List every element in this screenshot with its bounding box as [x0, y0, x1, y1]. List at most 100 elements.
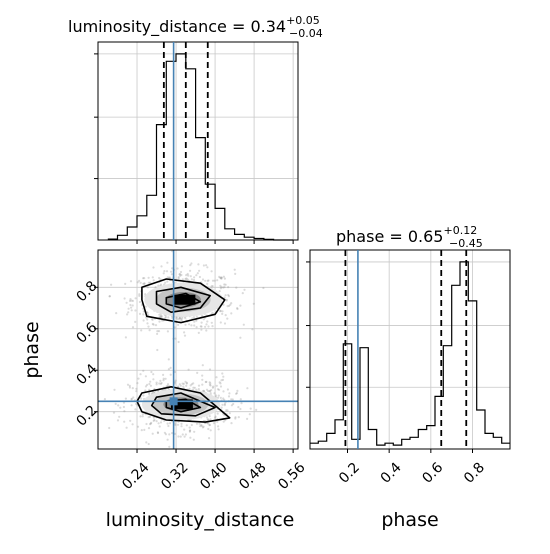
scatter-point	[208, 437, 211, 440]
scatter-point	[137, 377, 140, 380]
scatter-point	[214, 394, 218, 397]
scatter-point	[205, 388, 209, 391]
scatter-point	[196, 371, 199, 374]
scatter-point	[108, 295, 111, 298]
scatter-point	[139, 373, 142, 376]
x-tick-label: 0.40	[197, 460, 230, 493]
scatter-point	[115, 312, 118, 315]
scatter-point	[239, 336, 242, 339]
scatter-point	[123, 420, 126, 423]
scatter-point	[178, 317, 181, 320]
scatter-point	[162, 373, 165, 376]
scatter-point	[183, 428, 186, 431]
scatter-point	[138, 279, 141, 282]
scatter-point	[142, 369, 145, 372]
scatter-point	[223, 283, 226, 286]
scatter-point	[193, 386, 196, 389]
scatter-point	[142, 319, 145, 322]
scatter-point	[235, 392, 238, 395]
scatter-point	[139, 281, 142, 284]
scatter-point	[207, 279, 210, 282]
scatter-point	[148, 393, 151, 396]
scatter-point	[248, 413, 251, 416]
scatter-point	[146, 318, 149, 321]
scatter-point	[123, 410, 126, 413]
scatter-point	[209, 384, 212, 387]
scatter-point	[180, 265, 183, 268]
scatter-point	[163, 270, 166, 273]
scatter-point	[151, 276, 154, 279]
scatter-point	[150, 421, 153, 424]
scatter-point	[249, 407, 252, 410]
scatter-point	[213, 279, 216, 282]
panel-frame	[309, 249, 511, 450]
scatter-point	[142, 394, 145, 397]
scatter-point	[176, 423, 180, 426]
scatter-point	[236, 307, 239, 311]
scatter-point	[156, 431, 160, 435]
scatter-point	[221, 312, 224, 315]
scatter-point	[209, 392, 212, 395]
scatter-point	[158, 313, 161, 316]
scatter-point	[222, 303, 225, 306]
scatter-point	[181, 317, 184, 320]
scatter-point	[150, 370, 153, 374]
scatter-point	[201, 314, 204, 317]
scatter-point	[166, 438, 169, 441]
scatter-point	[149, 423, 152, 426]
scatter-point	[124, 397, 127, 400]
scatter-point	[212, 422, 216, 425]
scatter-point	[207, 427, 210, 431]
scatter-point	[228, 412, 231, 415]
scatter-point	[144, 375, 147, 378]
x-tick-label: 0.6	[419, 460, 446, 487]
scatter-point	[221, 372, 224, 375]
scatter-point	[144, 305, 147, 308]
scatter-point	[138, 300, 141, 304]
scatter-point	[185, 424, 188, 427]
scatter-point	[155, 420, 158, 423]
scatter-point	[188, 429, 191, 432]
scatter-point	[226, 305, 229, 308]
scatter-point	[190, 423, 193, 427]
scatter-point	[165, 270, 169, 273]
scatter-point	[152, 279, 155, 282]
scatter-point	[125, 426, 128, 429]
scatter-point	[218, 381, 221, 384]
scatter-point	[216, 412, 219, 415]
scatter-point	[214, 416, 217, 419]
scatter-point	[138, 293, 141, 296]
scatter-point	[208, 383, 211, 386]
scatter-point	[229, 303, 232, 306]
scatter-point	[159, 421, 163, 424]
scatter-point	[198, 422, 201, 425]
scatter-point	[179, 274, 182, 277]
scatter-point	[166, 383, 170, 386]
scatter-point	[239, 398, 242, 401]
scatter-point	[192, 278, 196, 281]
scatter-point	[236, 389, 239, 392]
scatter-point	[149, 281, 152, 284]
scatter-point	[164, 317, 167, 320]
scatter-point	[240, 402, 243, 405]
scatter-point	[212, 385, 215, 388]
scatter-point	[237, 416, 240, 419]
scatter-point	[146, 322, 149, 325]
scatter-point	[188, 430, 191, 433]
scatter-point	[166, 384, 169, 388]
scatter-point	[219, 284, 222, 287]
scatter-point	[209, 418, 212, 421]
scatter-point	[195, 319, 198, 322]
scatter-point	[211, 386, 214, 389]
scatter-point	[168, 422, 172, 425]
y-tick-label: 0.4	[74, 361, 101, 388]
scatter-point	[226, 388, 229, 391]
scatter-point	[181, 278, 184, 281]
scatter-point	[252, 302, 255, 305]
scatter-point	[219, 385, 223, 388]
scatter-point	[219, 309, 222, 312]
scatter-point	[151, 432, 154, 435]
scatter-point	[218, 290, 221, 293]
scatter-point	[219, 276, 222, 279]
scatter-point	[180, 425, 183, 428]
